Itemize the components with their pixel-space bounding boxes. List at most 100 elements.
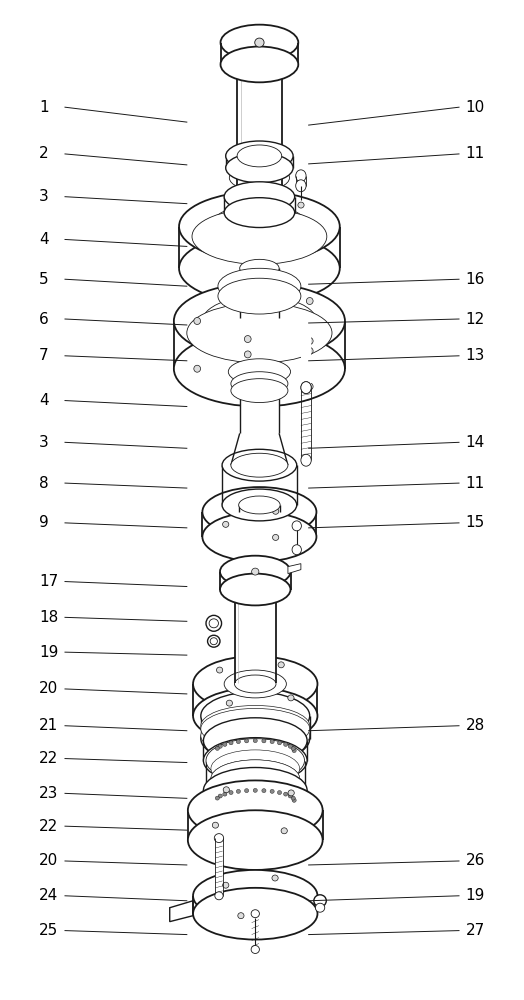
Ellipse shape [245,739,249,743]
Ellipse shape [270,789,274,793]
Ellipse shape [296,180,306,192]
Text: 4: 4 [39,393,49,408]
Bar [202,512,316,537]
Ellipse shape [210,638,217,645]
Ellipse shape [221,25,298,60]
Text: 11: 11 [466,146,485,161]
Ellipse shape [315,903,325,912]
Ellipse shape [277,791,281,795]
Ellipse shape [235,581,276,598]
Text: 1: 1 [39,100,49,115]
Polygon shape [170,901,193,922]
Ellipse shape [211,760,300,797]
Ellipse shape [288,695,294,701]
Bar [224,197,294,213]
Text: 26: 26 [465,853,485,868]
Bar [188,810,323,840]
Ellipse shape [292,798,296,802]
Ellipse shape [231,379,288,403]
Bar [221,43,298,64]
Ellipse shape [301,382,311,394]
Ellipse shape [238,496,280,514]
Ellipse shape [231,372,288,396]
Ellipse shape [238,913,244,919]
Bar [237,157,282,202]
Ellipse shape [215,746,220,750]
Ellipse shape [206,767,304,810]
Ellipse shape [244,284,251,291]
Bar [215,842,223,896]
Text: 10: 10 [466,100,485,115]
Ellipse shape [236,740,241,744]
Ellipse shape [288,790,294,796]
Ellipse shape [214,834,224,843]
Ellipse shape [298,202,304,208]
Ellipse shape [193,656,318,712]
Text: 22: 22 [39,819,58,834]
Ellipse shape [194,318,201,324]
Text: 6: 6 [39,312,49,327]
Ellipse shape [230,159,289,185]
Text: 19: 19 [39,645,59,660]
Ellipse shape [252,568,259,575]
Ellipse shape [237,54,282,74]
Ellipse shape [179,192,340,261]
Ellipse shape [223,882,229,888]
Ellipse shape [226,700,233,706]
Ellipse shape [203,718,307,764]
Ellipse shape [239,259,279,277]
Ellipse shape [220,574,290,605]
Bar [174,321,345,369]
Ellipse shape [201,715,310,756]
Bar [179,227,340,268]
Ellipse shape [298,245,304,251]
Text: 3: 3 [39,435,49,450]
Bar [235,589,276,683]
Text: 27: 27 [466,923,485,938]
Text: 13: 13 [465,348,485,363]
Bar [201,716,310,739]
Polygon shape [231,433,288,465]
Ellipse shape [288,794,292,798]
Text: 14: 14 [466,435,485,450]
Text: 11: 11 [466,476,485,491]
Ellipse shape [223,305,296,337]
Ellipse shape [222,449,297,481]
Ellipse shape [283,742,288,746]
Ellipse shape [203,768,307,813]
Ellipse shape [202,512,316,562]
Ellipse shape [211,750,300,787]
Text: 23: 23 [39,786,59,801]
Ellipse shape [245,789,249,793]
Ellipse shape [201,715,310,763]
Ellipse shape [238,204,280,222]
Bar [203,741,307,761]
Text: 16: 16 [465,272,485,287]
Bar [239,268,279,318]
Ellipse shape [291,796,295,800]
Ellipse shape [223,792,227,796]
Ellipse shape [215,892,223,900]
Ellipse shape [244,351,251,358]
Ellipse shape [251,910,259,918]
Ellipse shape [206,615,222,631]
Ellipse shape [226,212,293,241]
Ellipse shape [292,545,301,555]
Ellipse shape [307,347,313,354]
Text: 28: 28 [466,718,485,733]
Text: 2: 2 [39,146,49,161]
Ellipse shape [215,796,220,800]
Ellipse shape [296,170,306,182]
Ellipse shape [201,692,310,740]
Bar [193,896,318,914]
Ellipse shape [221,47,298,82]
Text: 9: 9 [39,515,49,530]
Bar [239,369,279,433]
Ellipse shape [238,253,245,259]
Ellipse shape [272,508,279,514]
Ellipse shape [292,749,296,753]
Text: 19: 19 [465,888,485,903]
Ellipse shape [211,760,300,797]
Ellipse shape [226,141,293,171]
Ellipse shape [187,303,332,363]
